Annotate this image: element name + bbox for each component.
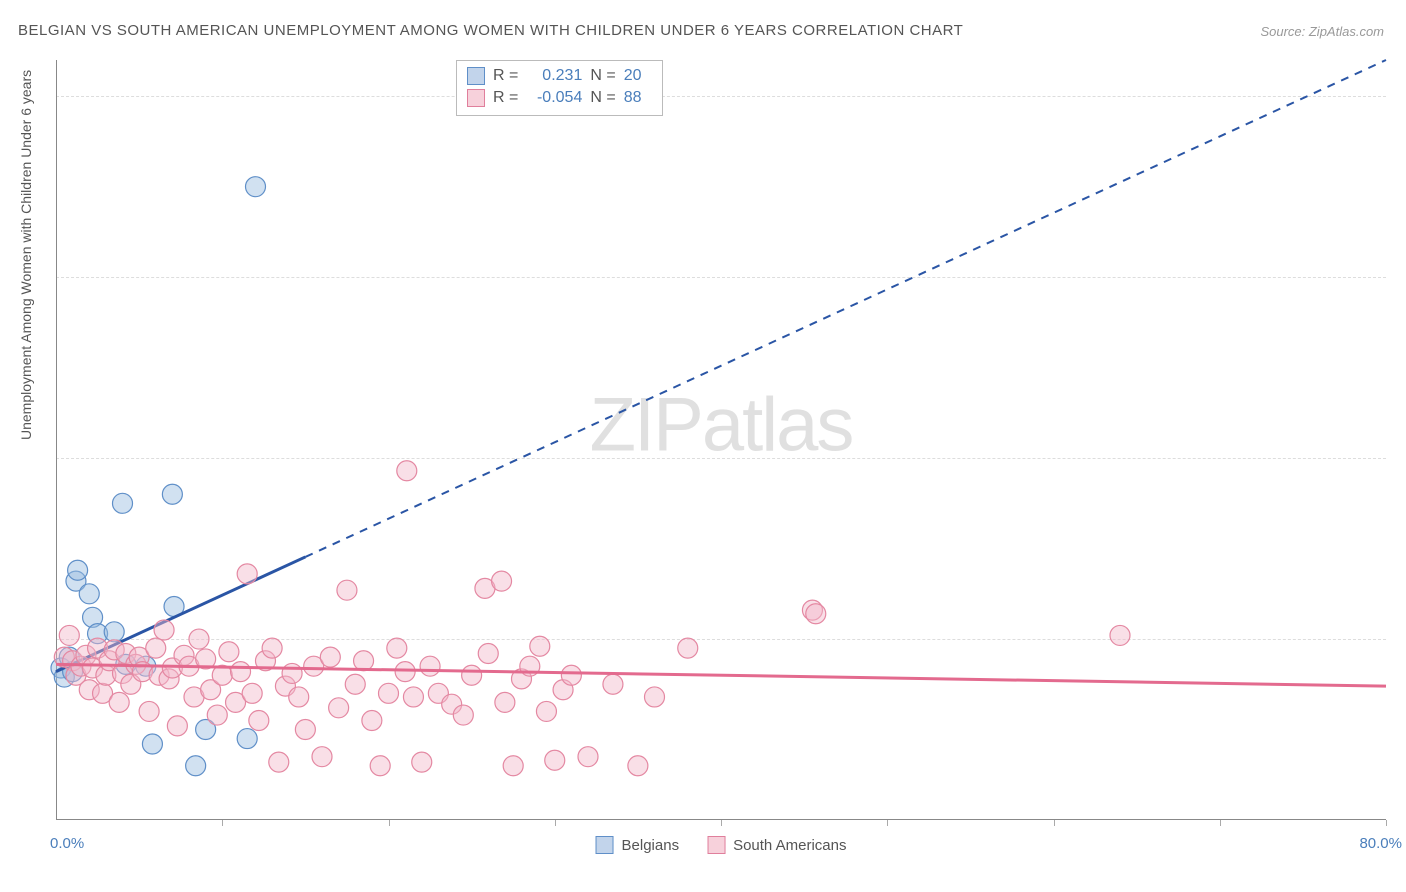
data-point: [142, 734, 162, 754]
n-value-belgians: 20: [624, 65, 652, 87]
data-point: [186, 756, 206, 776]
data-point: [249, 710, 269, 730]
data-point: [146, 638, 166, 658]
data-point: [68, 560, 88, 580]
data-point: [561, 665, 581, 685]
x-max-label: 80.0%: [1359, 835, 1402, 852]
data-point: [242, 683, 262, 703]
data-point: [246, 177, 266, 197]
data-point: [219, 642, 239, 662]
series-legend: Belgians South Americans: [596, 836, 847, 854]
x-min-label: 0.0%: [50, 835, 84, 852]
data-point: [536, 701, 556, 721]
data-point: [237, 729, 257, 749]
trendline-solid: [56, 664, 1386, 686]
data-point: [1110, 625, 1130, 645]
legend-label: South Americans: [733, 837, 846, 854]
x-tick: [389, 820, 390, 826]
data-point: [412, 752, 432, 772]
n-value-south-americans: 88: [624, 87, 652, 109]
data-point: [578, 747, 598, 767]
swatch-blue: [596, 836, 614, 854]
x-tick: [887, 820, 888, 826]
data-point: [79, 584, 99, 604]
data-point: [109, 692, 129, 712]
source-attribution: Source: ZipAtlas.com: [1260, 24, 1384, 39]
data-point: [237, 564, 257, 584]
data-point: [282, 663, 302, 683]
data-point: [603, 674, 623, 694]
data-point: [362, 710, 382, 730]
data-point: [154, 620, 174, 640]
r-value-south-americans: -0.054: [526, 87, 582, 109]
x-tick: [1054, 820, 1055, 826]
data-point: [139, 701, 159, 721]
data-point: [113, 493, 133, 513]
data-point: [678, 638, 698, 658]
data-point: [262, 638, 282, 658]
data-point: [478, 644, 498, 664]
legend-label: Belgians: [622, 837, 680, 854]
scatter-svg: [56, 60, 1386, 820]
x-tick: [555, 820, 556, 826]
data-point: [530, 636, 550, 656]
data-point: [354, 651, 374, 671]
data-point: [492, 571, 512, 591]
data-point: [645, 687, 665, 707]
data-point: [320, 647, 340, 667]
data-point: [403, 687, 423, 707]
data-point: [379, 683, 399, 703]
data-point: [269, 752, 289, 772]
chart-title: BELGIAN VS SOUTH AMERICAN UNEMPLOYMENT A…: [18, 22, 963, 39]
swatch-pink: [467, 89, 485, 107]
data-point: [545, 750, 565, 770]
data-point: [503, 756, 523, 776]
x-tick: [1220, 820, 1221, 826]
data-point: [370, 756, 390, 776]
data-point: [387, 638, 407, 658]
data-point: [59, 625, 79, 645]
data-point: [397, 461, 417, 481]
data-point: [495, 692, 515, 712]
data-point: [104, 622, 124, 642]
data-point: [207, 705, 227, 725]
data-point: [806, 604, 826, 624]
data-point: [289, 687, 309, 707]
data-point: [337, 580, 357, 600]
data-point: [162, 484, 182, 504]
data-point: [420, 656, 440, 676]
n-label: N =: [590, 87, 615, 109]
data-point: [345, 674, 365, 694]
plot-area: ZIPatlas 10.0%20.0%30.0%40.0% R = 0.231 …: [56, 60, 1386, 820]
data-point: [231, 662, 251, 682]
data-point: [628, 756, 648, 776]
data-point: [329, 698, 349, 718]
data-point: [453, 705, 473, 725]
r-value-belgians: 0.231: [526, 65, 582, 87]
legend-item-south-americans: South Americans: [707, 836, 846, 854]
r-label: R =: [493, 65, 518, 87]
data-point: [462, 665, 482, 685]
correlation-stats-box: R = 0.231 N = 20 R = -0.054 N = 88: [456, 60, 663, 116]
data-point: [189, 629, 209, 649]
r-label: R =: [493, 87, 518, 109]
y-axis-label: Unemployment Among Women with Children U…: [18, 70, 34, 440]
swatch-blue: [467, 67, 485, 85]
stats-row-south-americans: R = -0.054 N = 88: [467, 87, 652, 109]
stats-row-belgians: R = 0.231 N = 20: [467, 65, 652, 87]
swatch-pink: [707, 836, 725, 854]
trendline-dashed: [305, 60, 1386, 557]
x-tick: [721, 820, 722, 826]
x-tick: [222, 820, 223, 826]
legend-item-belgians: Belgians: [596, 836, 680, 854]
x-tick: [1386, 820, 1387, 826]
n-label: N =: [590, 65, 615, 87]
data-point: [167, 716, 187, 736]
data-point: [312, 747, 332, 767]
data-point: [295, 720, 315, 740]
